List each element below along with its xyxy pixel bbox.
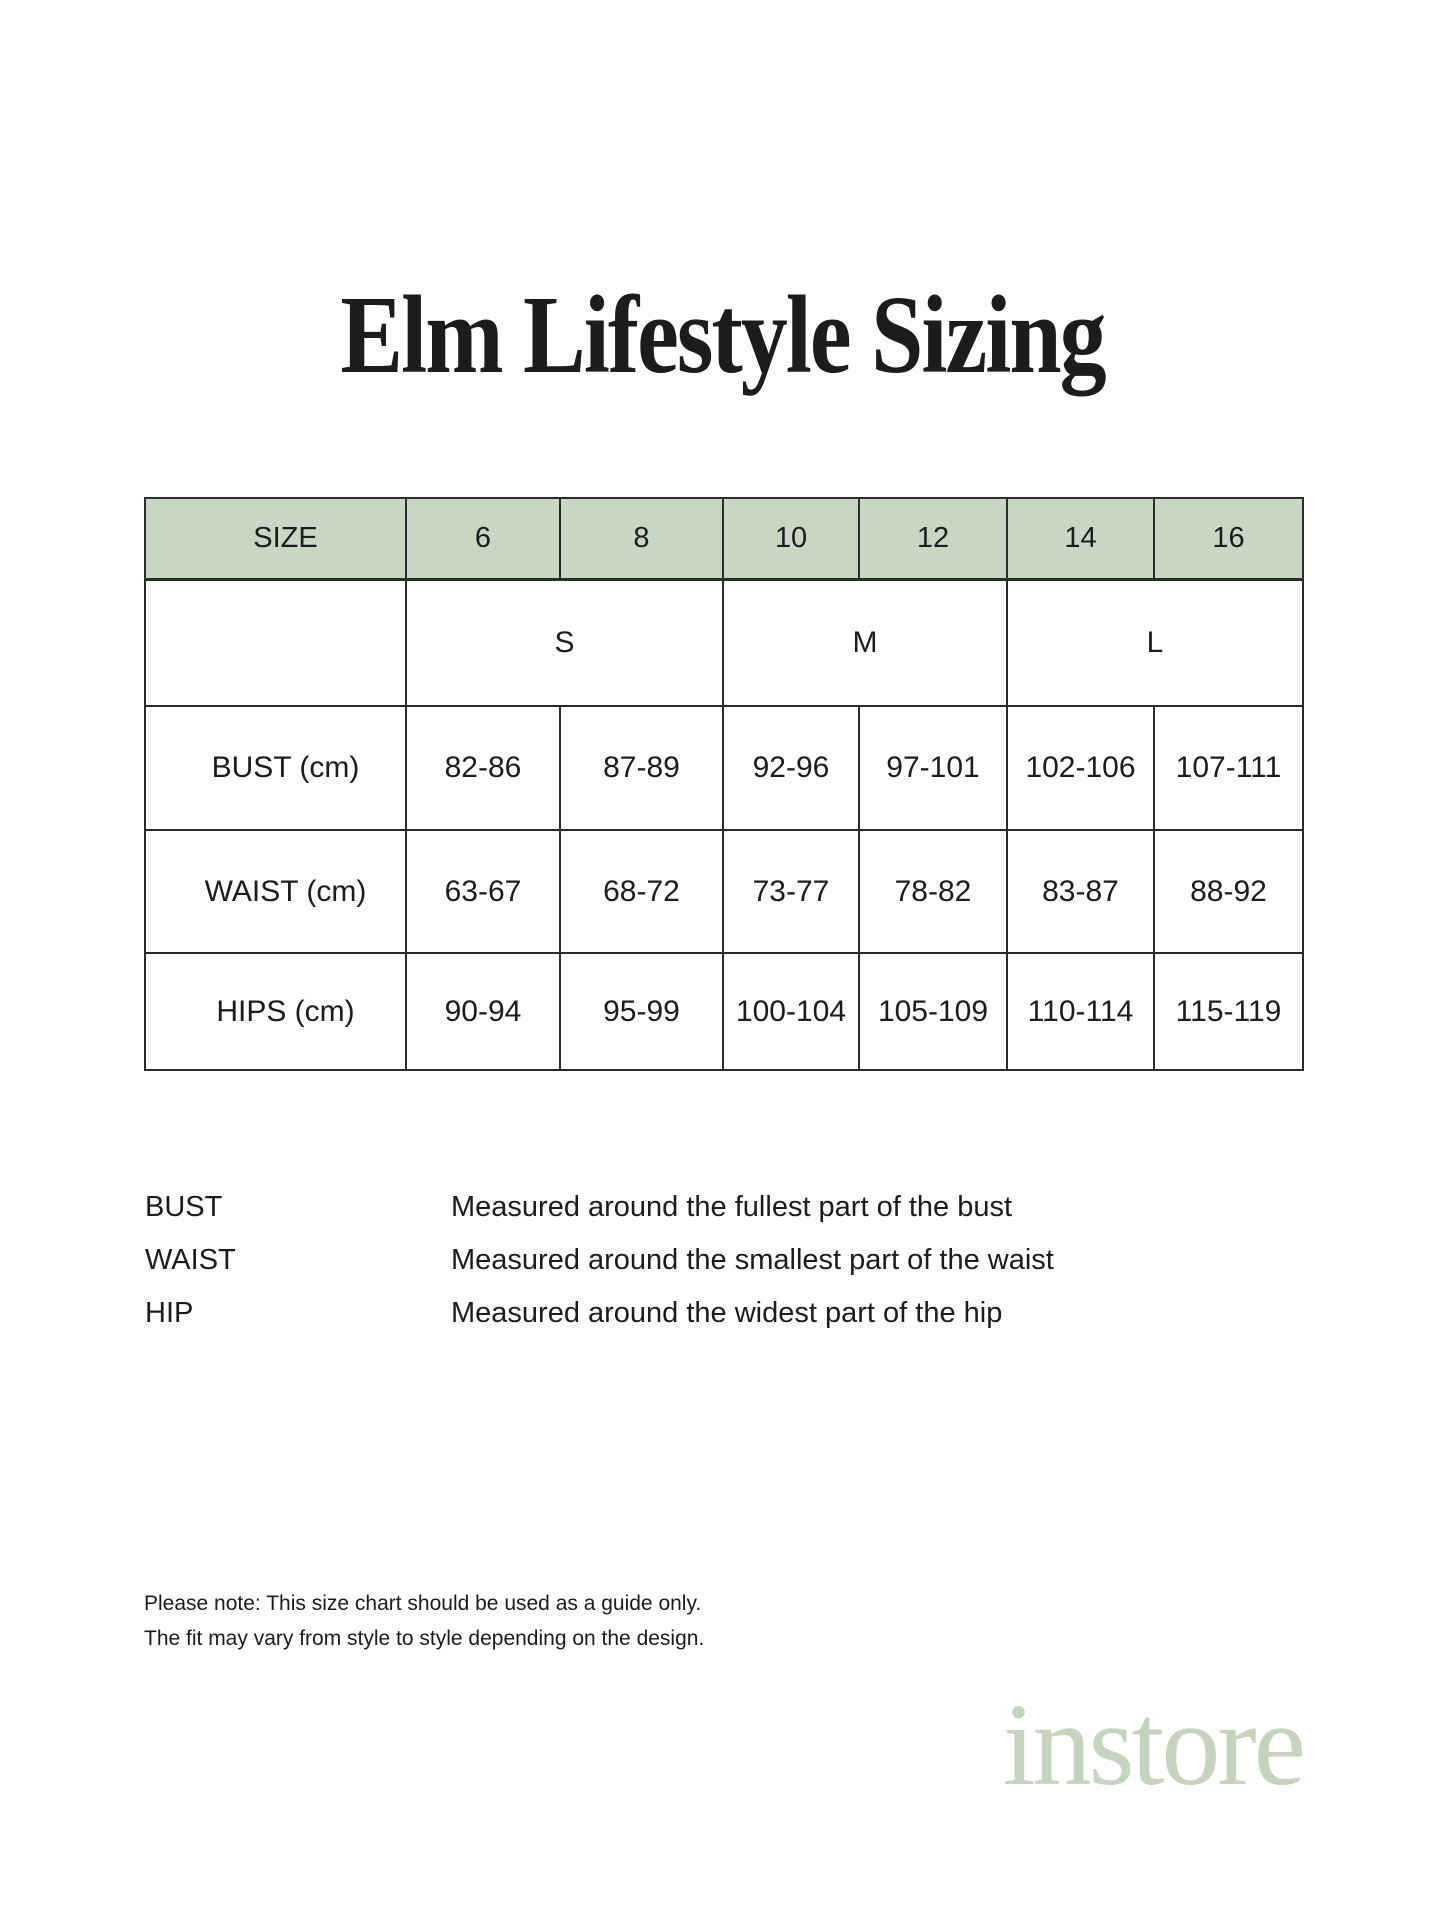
guide-row-bust: BUST Measured around the fullest part of… [145,1181,1301,1234]
size-col-16: 16 [1153,497,1304,581]
guide-desc-bust: Measured around the fullest part of the … [451,1191,1013,1223]
size-group-large: L [1006,578,1304,707]
bust-value: 102-106 [1006,705,1155,831]
hips-row-label: HIPS (cm) [144,952,407,1071]
page-title: Elm Lifestyle Sizing [0,280,1445,391]
size-col-6: 6 [405,497,561,581]
size-header-row: SIZE 6 8 10 12 14 16 [144,497,1304,581]
guide-label-bust: BUST [145,1191,223,1223]
hips-value: 90-94 [405,952,561,1071]
bust-value: 107-111 [1153,705,1304,831]
waist-value: 73-77 [722,829,860,954]
size-col-14: 14 [1006,497,1155,581]
size-table: SIZE 6 8 10 12 14 16 S M L BUST (cm) 82-… [144,497,1304,1071]
size-col-12: 12 [858,497,1008,581]
waist-row-label: WAIST (cm) [144,829,407,954]
guide-row-hip: HIP Measured around the widest part of t… [145,1287,1301,1340]
hips-row: HIPS (cm) 90-94 95-99 100-104 105-109 11… [144,952,1304,1071]
guide-desc-waist: Measured around the smallest part of the… [451,1244,1054,1276]
size-col-8: 8 [559,497,724,581]
hips-value: 100-104 [722,952,860,1071]
waist-value: 78-82 [858,829,1008,954]
guide-row-waist: WAIST Measured around the smallest part … [145,1234,1301,1287]
size-col-10: 10 [722,497,860,581]
hips-value: 105-109 [858,952,1008,1071]
bust-value: 87-89 [559,705,724,831]
guide-label-hip: HIP [145,1297,194,1329]
waist-value: 68-72 [559,829,724,954]
size-group-medium: M [722,578,1008,707]
hips-value: 95-99 [559,952,724,1071]
disclaimer-note-line-1: Please note: This size chart should be u… [144,1592,702,1615]
measurement-guide: BUST Measured around the fullest part of… [145,1181,1301,1340]
waist-row: WAIST (cm) 63-67 68-72 73-77 78-82 83-87… [144,829,1304,954]
waist-value: 88-92 [1153,829,1304,954]
size-group-empty-cell [144,578,407,707]
bust-value: 92-96 [722,705,860,831]
bust-value: 82-86 [405,705,561,831]
size-group-row: S M L [144,578,1304,707]
bust-row: BUST (cm) 82-86 87-89 92-96 97-101 102-1… [144,705,1304,831]
guide-label-waist: WAIST [145,1244,236,1276]
guide-desc-hip: Measured around the widest part of the h… [451,1297,1003,1329]
bust-value: 97-101 [858,705,1008,831]
hips-value: 110-114 [1006,952,1155,1071]
waist-value: 63-67 [405,829,561,954]
page-title-text: Elm Lifestyle Sizing [340,273,1106,397]
size-header-label: SIZE [144,497,407,581]
bust-row-label: BUST (cm) [144,705,407,831]
hips-value: 115-119 [1153,952,1304,1071]
instore-logo: instore [1002,1679,1306,1810]
waist-value: 83-87 [1006,829,1155,954]
disclaimer-note: Please note: This size chart should be u… [144,1586,704,1656]
size-group-small: S [405,578,724,707]
disclaimer-note-line-2: The fit may vary from style to style dep… [144,1627,705,1650]
